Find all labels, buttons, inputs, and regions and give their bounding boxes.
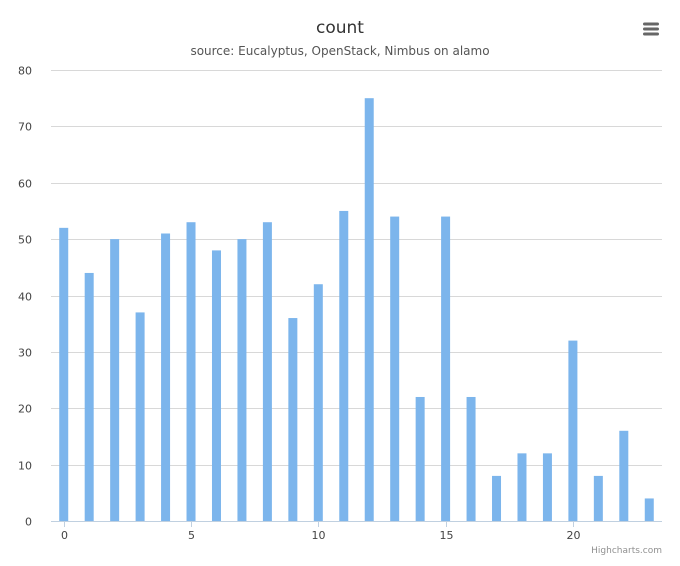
bar-22 [619, 430, 629, 521]
x-tick-label-15: 15 [440, 529, 454, 542]
x-tick-label-0: 0 [61, 529, 68, 542]
bar-21 [593, 475, 603, 521]
bar-18 [517, 453, 527, 521]
bar-3 [135, 312, 145, 521]
x-axis: 0 5 10 15 20 [51, 521, 662, 542]
y-axis-labels: 0 10 20 30 40 50 60 70 80 [18, 65, 32, 529]
bar-16 [466, 396, 476, 521]
bar-0 [59, 227, 69, 521]
bar-15 [441, 216, 451, 521]
chart-subtitle: source: Eucalyptus, OpenStack, Nimbus on… [190, 44, 489, 58]
y-tick-label-80: 80 [18, 65, 32, 78]
bar-1 [84, 272, 94, 521]
bars [59, 98, 654, 522]
y-tick-label-30: 30 [18, 347, 32, 360]
grid-lines [51, 70, 662, 466]
y-tick-label-70: 70 [18, 121, 32, 134]
bar-2 [110, 239, 120, 522]
y-tick-label-60: 60 [18, 178, 32, 191]
x-tick-label-10: 10 [312, 529, 326, 542]
bar-12 [364, 98, 374, 521]
bar-13 [390, 216, 400, 521]
bar-6 [211, 250, 221, 521]
y-tick-label-10: 10 [18, 460, 32, 473]
bar-10 [313, 284, 323, 521]
bar-14 [415, 396, 425, 521]
y-tick-label-0: 0 [25, 516, 32, 529]
bar-9 [288, 318, 298, 521]
bar-5 [186, 222, 196, 521]
credits-link[interactable]: Highcharts.com [591, 546, 662, 556]
chart-title: count [316, 18, 364, 38]
y-tick-label-40: 40 [18, 291, 32, 304]
x-tick-label-5: 5 [188, 529, 195, 542]
bar-7 [237, 239, 247, 522]
bar-23 [644, 498, 654, 521]
y-tick-label-50: 50 [18, 234, 32, 247]
bar-8 [262, 222, 272, 521]
bar-20 [568, 340, 578, 521]
chart-menu-button[interactable] [638, 17, 664, 41]
hamburger-menu-icon [643, 22, 659, 36]
bar-17 [492, 475, 502, 521]
bar-11 [339, 210, 349, 521]
bar-19 [542, 453, 552, 521]
y-tick-label-20: 20 [18, 403, 32, 416]
x-tick-label-20: 20 [567, 529, 581, 542]
bar-4 [161, 233, 171, 522]
